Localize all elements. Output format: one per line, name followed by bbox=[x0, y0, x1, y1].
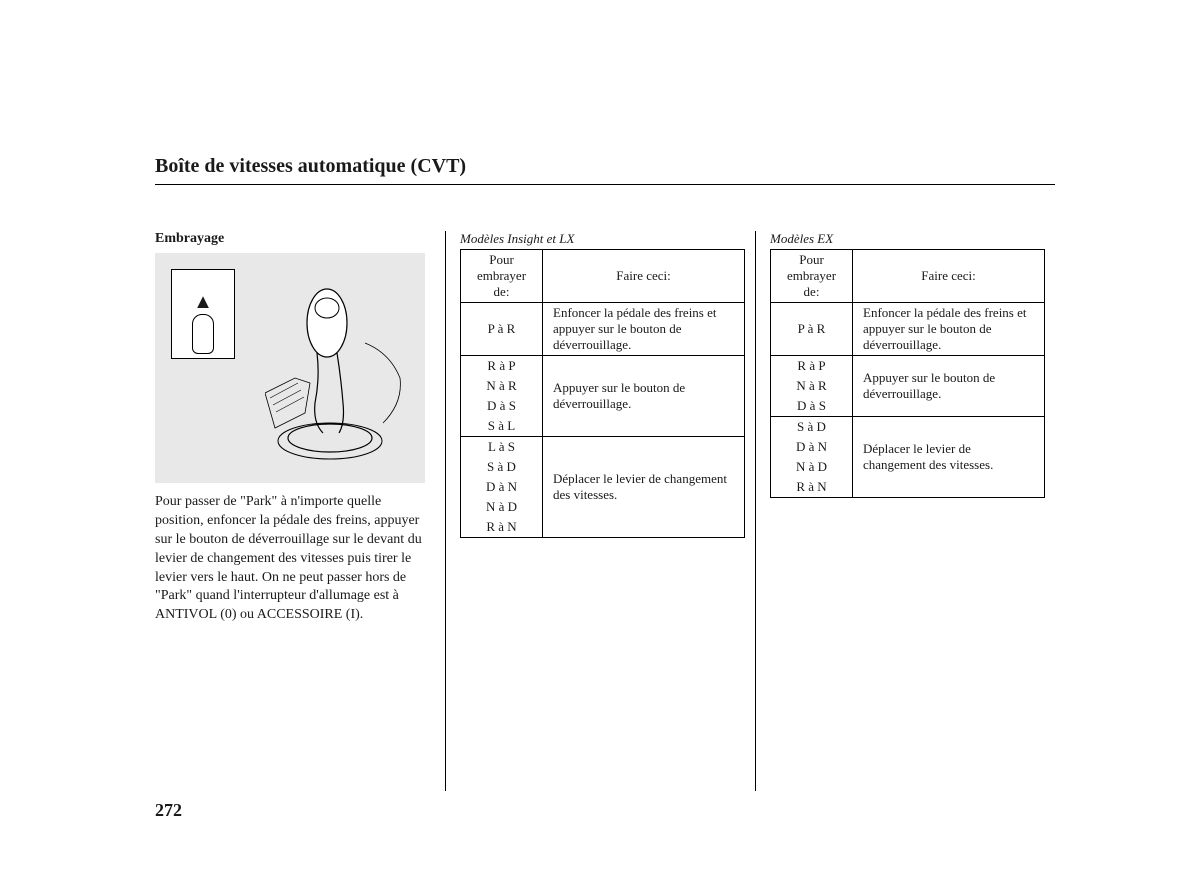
inset-box: ▲ bbox=[171, 269, 235, 359]
shift-cell: S à L bbox=[461, 416, 543, 437]
shift-cell: P à R bbox=[771, 303, 853, 356]
action-cell: Déplacer le levier de changement des vit… bbox=[543, 437, 745, 538]
table-row: S à DDéplacer le levier de changement de… bbox=[771, 417, 1045, 438]
action-cell: Appuyer sur le bouton de déverrouillage. bbox=[853, 356, 1045, 417]
table1-header-left: Pour embrayer de: bbox=[461, 250, 543, 303]
shifter-illustration bbox=[265, 283, 405, 463]
shift-cell: D à S bbox=[771, 396, 853, 417]
shift-cell: R à P bbox=[461, 356, 543, 377]
shift-cell: P à R bbox=[461, 303, 543, 356]
shift-cell: D à N bbox=[461, 477, 543, 497]
shifter-diagram: ▲ bbox=[155, 253, 425, 483]
shift-cell: N à D bbox=[771, 457, 853, 477]
shift-cell: S à D bbox=[461, 457, 543, 477]
table2-header-left: Pour embrayer de: bbox=[771, 250, 853, 303]
shift-cell: L à S bbox=[461, 437, 543, 458]
action-cell: Enfoncer la pédale des freins et appuyer… bbox=[543, 303, 745, 356]
table1-caption: Modèles Insight et LX bbox=[460, 231, 745, 247]
table-row: R à PAppuyer sur le bouton de déverrouil… bbox=[771, 356, 1045, 377]
table2-header-right: Faire ceci: bbox=[853, 250, 1045, 303]
shift-cell: D à S bbox=[461, 396, 543, 416]
action-cell: Appuyer sur le bouton de déverrouillage. bbox=[543, 356, 745, 437]
action-cell: Enfoncer la pédale des freins et appuyer… bbox=[853, 303, 1045, 356]
body-paragraph: Pour passer de "Park" à n'importe quelle… bbox=[155, 493, 433, 625]
table2-caption: Modèles EX bbox=[770, 231, 1045, 247]
table-insight-lx: Pour embrayer de: Faire ceci: P à REnfon… bbox=[460, 249, 745, 538]
table-header-row: Pour embrayer de: Faire ceci: bbox=[771, 250, 1045, 303]
shift-cell: N à D bbox=[461, 497, 543, 517]
table-row: P à REnfoncer la pédale des freins et ap… bbox=[771, 303, 1045, 356]
page-title: Boîte de vitesses automatique (CVT) bbox=[155, 155, 1055, 185]
column-3: Modèles EX Pour embrayer de: Faire ceci:… bbox=[755, 231, 1045, 625]
table-row: P à REnfoncer la pédale des freins et ap… bbox=[461, 303, 745, 356]
action-cell: Déplacer le levier de changement des vit… bbox=[853, 417, 1045, 498]
shift-cell: N à R bbox=[771, 376, 853, 396]
columns: Embrayage ▲ bbox=[155, 231, 1055, 625]
subheading-embrayage: Embrayage bbox=[155, 231, 433, 247]
column-2: Modèles Insight et LX Pour embrayer de: … bbox=[445, 231, 755, 625]
shifter-knob-small bbox=[192, 314, 214, 354]
column-1: Embrayage ▲ bbox=[155, 231, 445, 625]
column-separator-1 bbox=[445, 231, 446, 791]
page-number: 272 bbox=[155, 800, 182, 821]
shift-cell: D à N bbox=[771, 437, 853, 457]
shift-cell: N à R bbox=[461, 376, 543, 396]
table1-header-right: Faire ceci: bbox=[543, 250, 745, 303]
shift-cell: R à N bbox=[771, 477, 853, 498]
shift-cell: R à N bbox=[461, 517, 543, 538]
column-separator-2 bbox=[755, 231, 756, 791]
table-row: L à SDéplacer le levier de changement de… bbox=[461, 437, 745, 458]
table-row: R à PAppuyer sur le bouton de déverrouil… bbox=[461, 356, 745, 377]
up-arrow-icon: ▲ bbox=[193, 292, 213, 312]
shift-cell: S à D bbox=[771, 417, 853, 438]
table-header-row: Pour embrayer de: Faire ceci: bbox=[461, 250, 745, 303]
table-ex: Pour embrayer de: Faire ceci: P à REnfon… bbox=[770, 249, 1045, 498]
page-content: Boîte de vitesses automatique (CVT) Embr… bbox=[155, 155, 1055, 625]
shift-cell: R à P bbox=[771, 356, 853, 377]
